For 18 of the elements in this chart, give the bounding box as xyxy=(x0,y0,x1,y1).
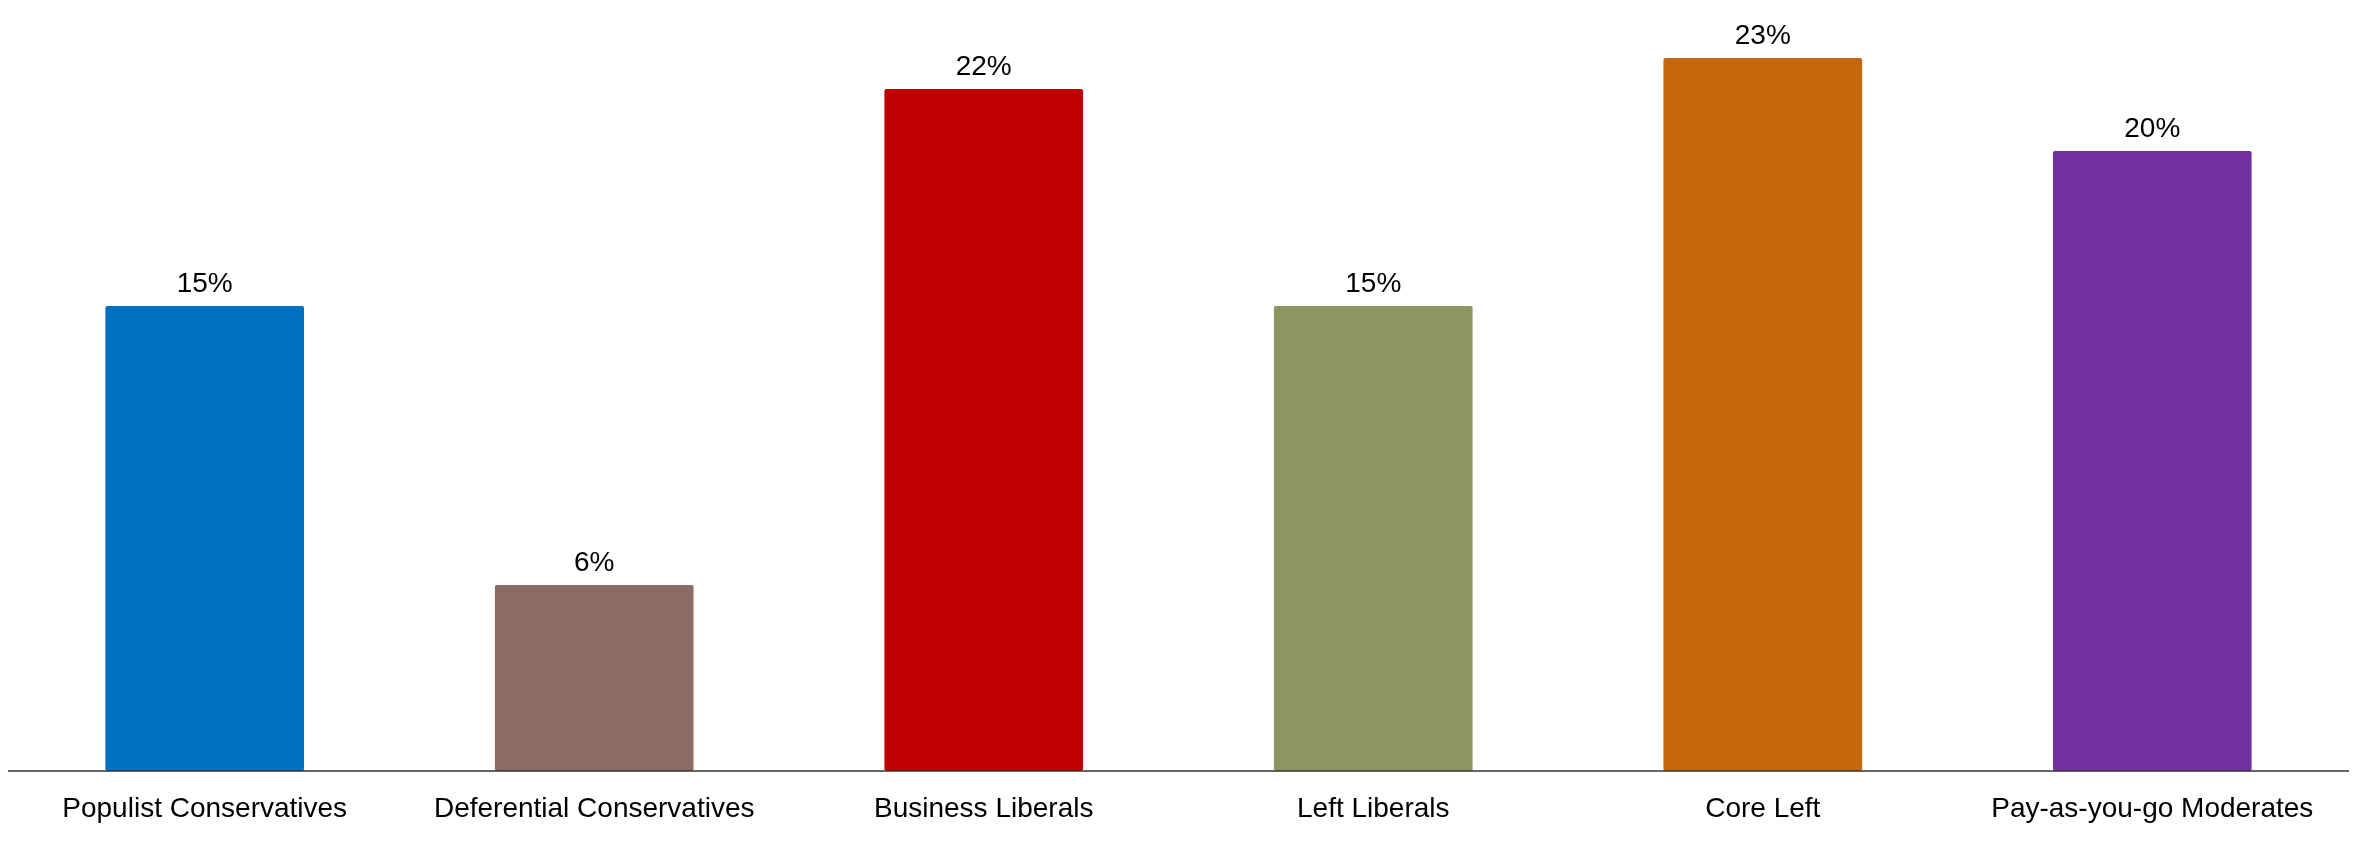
data-label: 6% xyxy=(573,546,615,577)
bar xyxy=(1273,306,1473,771)
data-label: 20% xyxy=(2124,112,2181,143)
data-label: 23% xyxy=(1734,19,1791,50)
bar xyxy=(1663,58,1863,771)
x-tick-label: Core Left xyxy=(1705,792,1821,823)
bar xyxy=(2052,151,2252,771)
bar xyxy=(884,89,1084,771)
x-tick-label: Populist Conservatives xyxy=(62,792,348,823)
x-tick-label: Business Liberals xyxy=(874,792,1094,823)
x-tick-label: Pay-as-you-go Moderates xyxy=(1991,792,2314,823)
data-label: 15% xyxy=(1345,267,1402,298)
x-tick-label: Left Liberals xyxy=(1296,792,1450,823)
x-tick-label: Deferential Conservatives xyxy=(433,792,755,823)
bar xyxy=(494,585,694,771)
data-label: 15% xyxy=(176,267,233,298)
bar xyxy=(105,306,305,771)
data-label: 22% xyxy=(955,50,1012,81)
